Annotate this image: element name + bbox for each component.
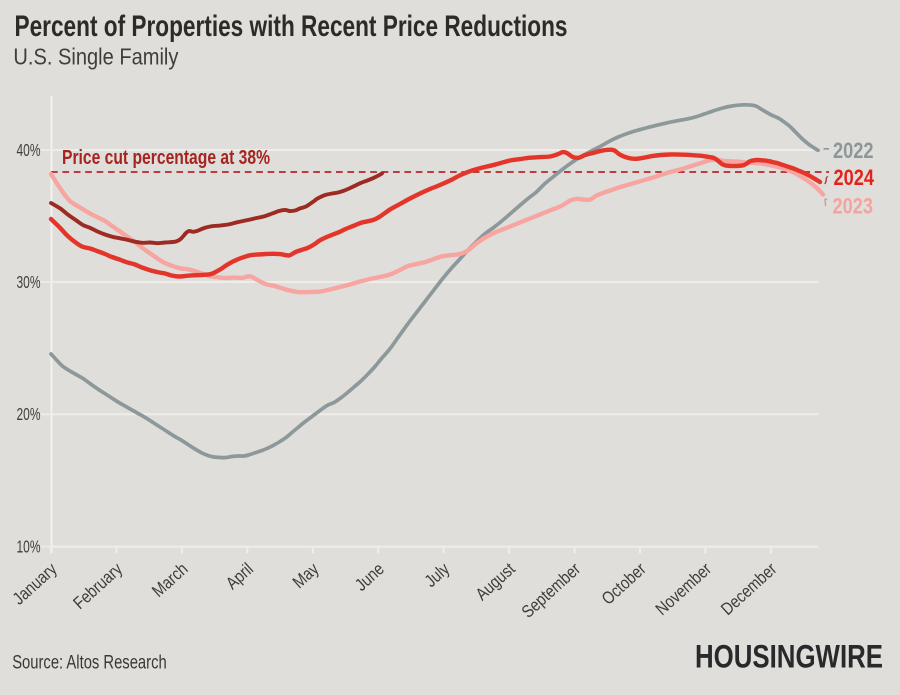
- svg-text:Price cut percentage at 38%: Price cut percentage at 38%: [62, 146, 270, 169]
- svg-text:30%: 30%: [17, 272, 41, 292]
- svg-text:2022: 2022: [833, 138, 874, 163]
- svg-text:2024: 2024: [834, 165, 875, 190]
- svg-text:U.S. Single Family: U.S. Single Family: [13, 43, 178, 69]
- svg-text:20%: 20%: [17, 404, 41, 424]
- svg-text:40%: 40%: [17, 140, 41, 160]
- svg-text:HOUSINGWIRE: HOUSINGWIRE: [695, 639, 883, 675]
- svg-text:Source: Altos Research: Source: Altos Research: [12, 653, 167, 674]
- svg-text:10%: 10%: [17, 536, 41, 556]
- svg-text:2023: 2023: [833, 194, 874, 219]
- svg-text:Percent of Properties with Rec: Percent of Properties with Recent Price …: [15, 10, 568, 43]
